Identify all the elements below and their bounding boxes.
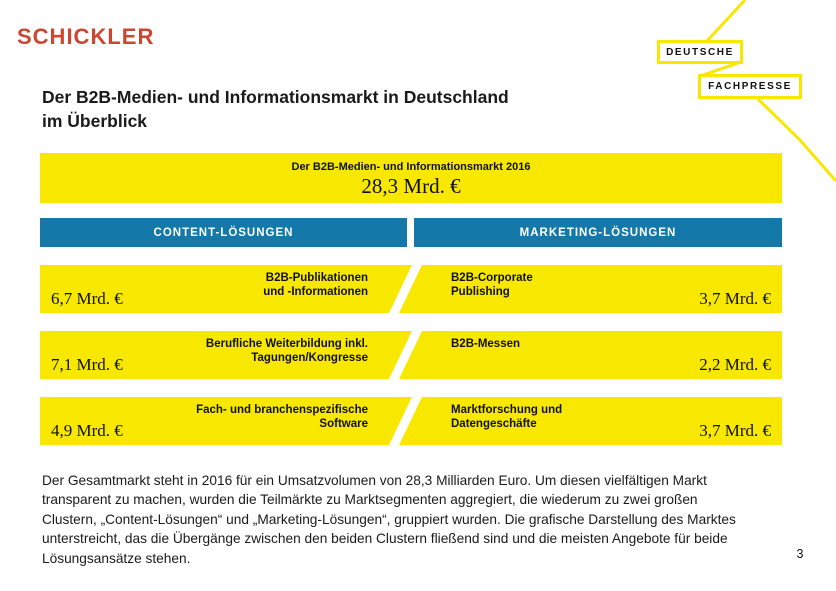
segment-label: Fach- und branchenspezifische Software — [196, 404, 368, 430]
page-title: Der B2B-Medien- und Informationsmarkt in… — [42, 87, 509, 131]
total-market-label: Der B2B-Medien- und Informationsmarkt 20… — [291, 161, 531, 173]
badge-label-fachpresse: FACHPRESSE — [708, 81, 792, 92]
segment-box-weiterbildung: Berufliche Weiterbildung inkl. Tagungen/… — [40, 331, 412, 379]
segment-label: B2B-Publikationen und -Informationen — [263, 272, 368, 298]
segment-label: B2B-Messen — [451, 338, 521, 350]
page-number: 3 — [796, 547, 804, 561]
segment-row: Fach- und branchenspezifische Software 4… — [0, 397, 836, 445]
segment-label: B2B-Corporate Publishing — [451, 272, 533, 298]
segment-value: 3,7 Mrd. € — [699, 421, 771, 440]
body-paragraph: Der Gesamtmarkt steht in 2016 für ein Um… — [42, 473, 736, 566]
deutsche-fachpresse-badge-top: DEUTSCHE — [657, 40, 743, 64]
total-market-value: 28,3 Mrd. € — [361, 174, 461, 198]
deutsche-fachpresse-badge-bottom: FACHPRESSE — [698, 74, 802, 99]
column-header-marketing: MARKETING-LÖSUNGEN — [414, 218, 782, 247]
segment-box-marktforschung: Marktforschung und Datengeschäfte 3,7 Mr… — [399, 397, 782, 445]
column-header-marketing-label: MARKETING-LÖSUNGEN — [519, 226, 677, 239]
badge-label-deutsche: DEUTSCHE — [666, 46, 734, 58]
segment-value: 3,7 Mrd. € — [699, 289, 771, 308]
segment-box-corporate-publishing: B2B-Corporate Publishing 3,7 Mrd. € — [399, 265, 782, 313]
segment-box-b2b-publikationen: B2B-Publikationen und -Informationen 6,7… — [40, 265, 412, 313]
total-market-banner: Der B2B-Medien- und Informationsmarkt 20… — [40, 153, 782, 203]
segment-value: 2,2 Mrd. € — [699, 355, 771, 374]
segment-box-b2b-messen: B2B-Messen 2,2 Mrd. € — [399, 331, 782, 379]
segment-box-software: Fach- und branchenspezifische Software 4… — [40, 397, 412, 445]
segment-value: 4,9 Mrd. € — [51, 421, 123, 440]
segment-label: Berufliche Weiterbildung inkl. Tagungen/… — [205, 338, 368, 364]
schickler-logo: SCHICKLER — [17, 24, 155, 49]
segment-value: 6,7 Mrd. € — [51, 289, 123, 308]
column-header-content-label: CONTENT-LÖSUNGEN — [153, 226, 294, 239]
segment-row: Berufliche Weiterbildung inkl. Tagungen/… — [0, 331, 836, 379]
segment-label: Marktforschung und Datengeschäfte — [451, 404, 563, 430]
segment-value: 7,1 Mrd. € — [51, 355, 123, 374]
column-header-content: CONTENT-LÖSUNGEN — [40, 218, 407, 247]
segment-row: B2B-Publikationen und -Informationen 6,7… — [0, 265, 836, 313]
